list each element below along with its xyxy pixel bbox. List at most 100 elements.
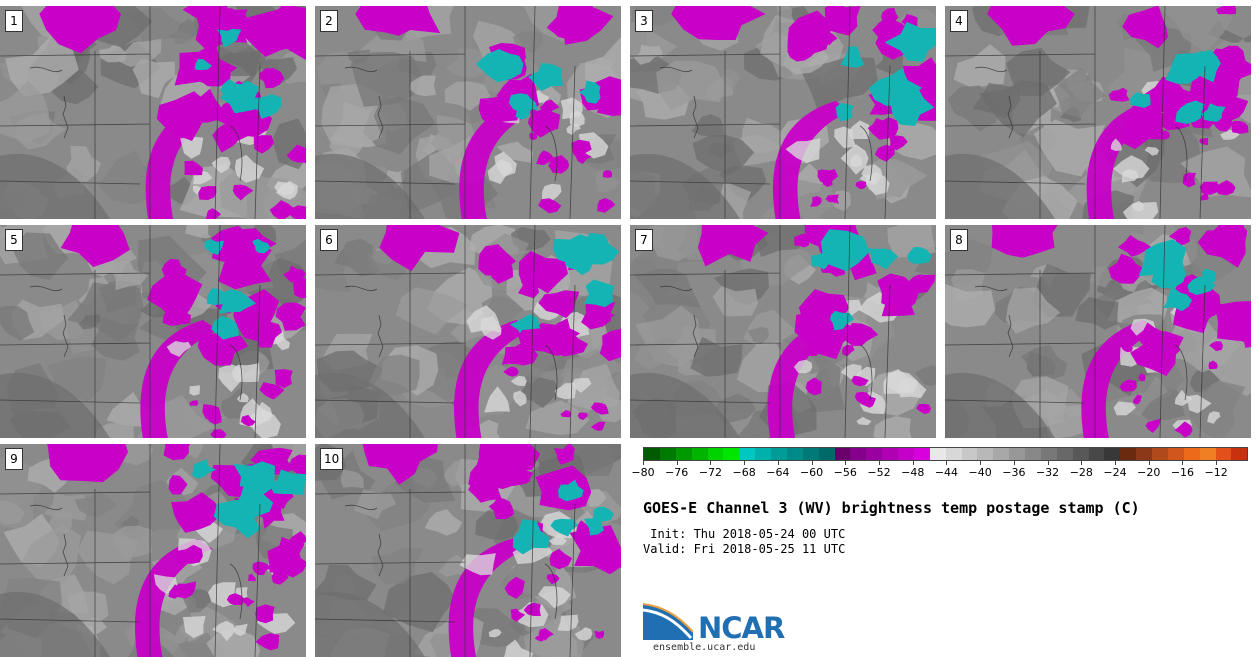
stamp-panel-1: 1	[0, 6, 306, 219]
panel-number: 10	[320, 448, 344, 470]
colorbar-segment	[1231, 448, 1248, 460]
colorbar-segment	[993, 448, 1010, 460]
wv-map-3	[630, 6, 936, 219]
stamp-panel-5: 5	[0, 225, 306, 438]
stamp-panel-4: 4	[945, 6, 1251, 219]
colorbar-tick-label: −12	[1204, 466, 1228, 479]
valid-time: Valid: Fri 2018-05-25 11 UTC	[643, 542, 846, 556]
colorbar-segment	[1167, 448, 1184, 460]
colorbar-tick-label: −68	[732, 466, 756, 479]
colorbar-tick-label: −48	[901, 466, 925, 479]
colorbar-tick-label: −16	[1170, 466, 1195, 479]
colorbar-segment	[1215, 448, 1232, 460]
wv-map-9	[0, 444, 306, 657]
colorbar-segment	[659, 448, 676, 460]
panel-number: 2	[320, 10, 338, 32]
colorbar-tick	[912, 461, 914, 465]
colorbar-tick-label: −64	[766, 466, 790, 479]
colorbar-segment	[1056, 448, 1073, 460]
colorbar-segment	[1040, 448, 1057, 460]
wv-map-4	[945, 6, 1251, 219]
stamp-panel-9: 9	[0, 444, 306, 657]
colorbar-tick-label: −36	[1002, 466, 1026, 479]
colorbar-segment	[961, 448, 978, 460]
colorbar-tick-label: −76	[665, 466, 689, 479]
colorbar-segment	[723, 448, 740, 460]
colorbar-tick	[1047, 461, 1049, 465]
colorbar-tick-label: −40	[968, 466, 992, 479]
colorbar-segment	[850, 448, 867, 460]
colorbar-tick	[1216, 461, 1218, 465]
panel-number: 4	[950, 10, 968, 32]
colorbar-tick	[710, 461, 712, 465]
colorbar-tick-label: −24	[1103, 466, 1127, 479]
wv-map-10	[315, 444, 621, 657]
stamp-panel-2: 2	[315, 6, 621, 219]
colorbar-segment	[1136, 448, 1152, 460]
colorbar-segment	[898, 448, 914, 460]
stamp-panel-3: 3	[630, 6, 936, 219]
colorbar-segment	[1183, 448, 1200, 460]
panel-number: 8	[950, 229, 968, 251]
stamp-panel-10: 10	[315, 444, 621, 657]
colorbar-segment	[1120, 448, 1137, 460]
wv-map-2	[315, 6, 621, 219]
colorbar	[643, 447, 1248, 461]
panel-number: 1	[5, 10, 23, 32]
colorbar-tick	[980, 461, 982, 465]
colorbar-tick-label: −44	[934, 466, 959, 479]
stamp-panel-7: 7	[630, 225, 936, 438]
colorbar-tick	[879, 461, 880, 465]
colorbar-segment	[1072, 448, 1089, 460]
colorbar-segment	[1152, 448, 1168, 460]
colorbar-segment	[786, 448, 803, 460]
colorbar-segment	[1104, 448, 1121, 460]
colorbar-segment	[707, 448, 724, 460]
colorbar-tick	[1182, 461, 1184, 465]
colorbar-tick-label: −80	[631, 466, 655, 479]
colorbar-segment	[1199, 448, 1216, 460]
colorbar-tick	[1013, 461, 1015, 465]
init-time: Init: Thu 2018-05-24 00 UTC	[643, 527, 846, 541]
colorbar-tick-label: −32	[1035, 466, 1060, 479]
colorbar-segment	[771, 448, 787, 460]
colorbar-tick	[845, 461, 847, 465]
colorbar-segment	[945, 448, 962, 460]
colorbar-segment	[691, 448, 708, 460]
colorbar-tick-label: −60	[799, 466, 824, 479]
logo-url: ensemble.ucar.edu	[653, 642, 756, 653]
panel-number: 9	[5, 448, 23, 470]
colorbar-tick	[744, 461, 746, 465]
colorbar-labels: −80 −76 −72 −68 −64 −60 −56 −52 −48 −44 −40 −36 −32−…	[631, 466, 1248, 482]
colorbar-tick	[1081, 461, 1083, 465]
colorbar-segment	[834, 448, 851, 460]
stamp-panel-8: 8	[945, 225, 1251, 438]
stamp-panel-6: 6	[315, 225, 621, 438]
colorbar-tick-label: −52	[867, 466, 891, 479]
colorbar-segment	[977, 448, 994, 460]
colorbar-segment	[802, 448, 819, 460]
panel-number: 6	[320, 229, 338, 251]
panel-number: 7	[635, 229, 653, 251]
colorbar-tick	[1115, 461, 1116, 465]
colorbar-segment	[866, 448, 883, 460]
colorbar-tick	[1148, 461, 1150, 465]
colorbar-segment	[755, 448, 771, 460]
colorbar-tick-label: −20	[1137, 466, 1161, 479]
wv-map-7	[630, 225, 936, 438]
colorbar-segment	[739, 448, 756, 460]
colorbar-segment	[1088, 448, 1105, 460]
colorbar-segment	[882, 448, 898, 460]
colorbar-segment	[913, 448, 930, 460]
colorbar-tick	[643, 461, 644, 465]
colorbar-tick-label: −28	[1069, 466, 1093, 479]
wv-map-6	[315, 225, 621, 438]
ncar-logo-text: NCAR	[698, 611, 785, 645]
panel-number: 5	[5, 229, 23, 251]
panel-number: 3	[635, 10, 653, 32]
colorbar-segment	[675, 448, 692, 460]
colorbar-segment	[644, 448, 660, 460]
colorbar-tick	[946, 461, 948, 465]
figure-title: GOES-E Channel 3 (WV) brightness temp po…	[643, 499, 1140, 517]
colorbar-tick	[777, 461, 779, 465]
